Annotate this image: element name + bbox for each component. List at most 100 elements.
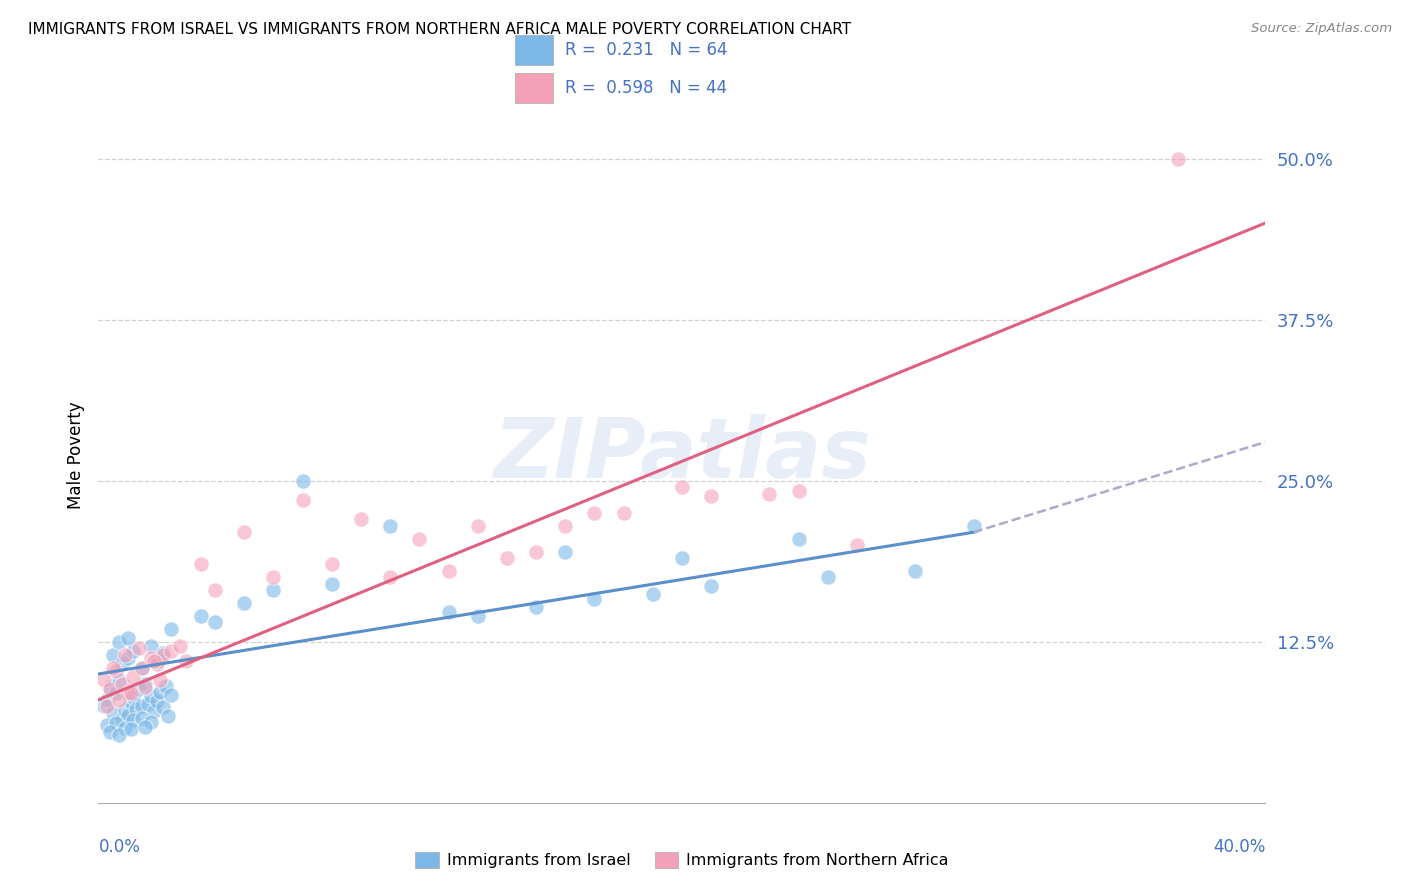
Point xyxy=(146,694,169,708)
Point xyxy=(139,651,162,665)
Point xyxy=(131,660,153,674)
Point xyxy=(104,715,127,730)
Point xyxy=(262,583,284,598)
Point xyxy=(149,685,172,699)
Point xyxy=(758,486,780,500)
Point xyxy=(93,673,115,688)
Point xyxy=(787,483,810,498)
Point xyxy=(152,648,174,662)
Point xyxy=(104,686,127,700)
Point xyxy=(114,703,136,717)
Point xyxy=(142,704,165,718)
Point xyxy=(408,532,430,546)
Bar xyxy=(515,36,554,65)
Point xyxy=(98,682,121,697)
Point xyxy=(128,641,150,656)
Point xyxy=(117,708,139,723)
Point xyxy=(125,702,148,716)
Point xyxy=(139,714,162,729)
Point xyxy=(700,489,723,503)
Point xyxy=(108,692,131,706)
Y-axis label: Male Poverty: Male Poverty xyxy=(66,401,84,508)
Point xyxy=(111,712,134,726)
Point xyxy=(495,551,517,566)
Point xyxy=(291,474,314,488)
Point xyxy=(378,570,402,584)
Text: ZIPatlas: ZIPatlas xyxy=(494,415,870,495)
Text: Source: ZipAtlas.com: Source: ZipAtlas.com xyxy=(1251,22,1392,36)
Point xyxy=(190,558,212,572)
Point xyxy=(160,644,183,658)
Point xyxy=(262,570,284,584)
Point xyxy=(233,525,256,540)
Point xyxy=(524,544,547,558)
Point xyxy=(583,592,606,607)
Point xyxy=(152,700,174,714)
Point xyxy=(787,532,810,546)
Point xyxy=(152,646,174,660)
Point xyxy=(104,665,127,679)
Point xyxy=(114,648,136,662)
Point xyxy=(111,677,134,691)
Point xyxy=(321,558,343,572)
Point xyxy=(204,583,226,598)
Point xyxy=(583,506,606,520)
Point xyxy=(612,506,634,520)
Point xyxy=(524,599,547,614)
Point xyxy=(122,644,145,658)
Point xyxy=(291,493,314,508)
Point xyxy=(350,512,373,526)
Point xyxy=(160,622,183,636)
Point xyxy=(1167,152,1189,166)
Point xyxy=(131,711,153,725)
Point xyxy=(128,682,150,697)
Point xyxy=(169,639,191,653)
Point xyxy=(146,654,169,668)
Point xyxy=(96,692,118,706)
Point xyxy=(190,609,212,624)
Text: 0.0%: 0.0% xyxy=(98,838,141,855)
Point xyxy=(120,686,142,700)
Point xyxy=(174,654,197,668)
Text: R =  0.231   N = 64: R = 0.231 N = 64 xyxy=(565,41,728,59)
Text: 40.0%: 40.0% xyxy=(1213,838,1265,855)
Point xyxy=(120,695,142,709)
Point xyxy=(117,651,139,665)
Point xyxy=(101,648,124,662)
Point xyxy=(98,680,121,694)
Point xyxy=(139,689,162,703)
Point xyxy=(467,518,489,533)
Point xyxy=(98,725,121,739)
Text: IMMIGRANTS FROM ISRAEL VS IMMIGRANTS FROM NORTHERN AFRICA MALE POVERTY CORRELATI: IMMIGRANTS FROM ISRAEL VS IMMIGRANTS FRO… xyxy=(28,22,851,37)
Point xyxy=(108,727,131,741)
Point xyxy=(845,538,868,552)
Point xyxy=(134,720,156,734)
Point xyxy=(233,596,256,610)
Point xyxy=(108,673,131,688)
Point xyxy=(101,706,124,720)
Point xyxy=(122,714,145,728)
Point xyxy=(108,634,131,648)
Point xyxy=(641,587,664,601)
Point xyxy=(146,657,169,671)
Point xyxy=(467,609,489,624)
Point xyxy=(157,709,180,723)
Point xyxy=(204,615,226,630)
Point xyxy=(122,669,145,683)
Point xyxy=(101,660,124,674)
Point xyxy=(321,576,343,591)
Point xyxy=(134,677,156,691)
Point xyxy=(114,721,136,735)
Point xyxy=(136,697,159,711)
Point xyxy=(160,688,183,702)
Point xyxy=(111,657,134,671)
Point xyxy=(149,673,172,688)
Point xyxy=(904,564,927,578)
Point xyxy=(122,690,145,705)
Point xyxy=(554,518,576,533)
Point xyxy=(671,551,693,566)
Point xyxy=(139,639,162,653)
Point xyxy=(155,679,177,693)
Point xyxy=(554,544,576,558)
Legend: Immigrants from Israel, Immigrants from Northern Africa: Immigrants from Israel, Immigrants from … xyxy=(409,846,955,875)
